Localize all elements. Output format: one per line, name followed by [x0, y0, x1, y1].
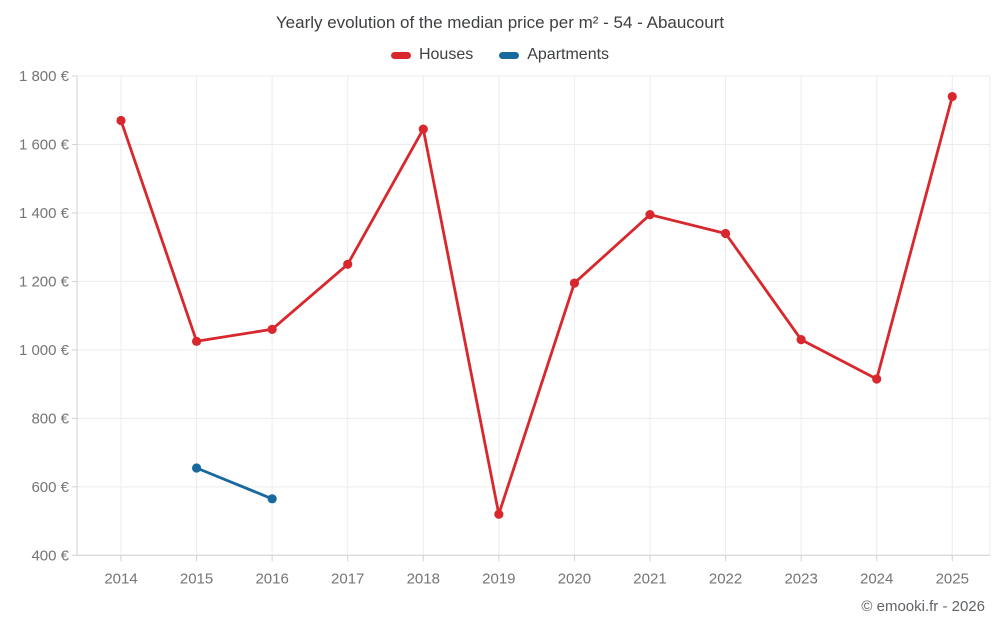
x-tick-label: 2021: [633, 570, 666, 587]
legend-item-houses[interactable]: Houses: [390, 46, 474, 64]
y-tick-label: 1 400 €: [19, 205, 70, 222]
data-point-houses-2023[interactable]: [796, 335, 806, 345]
x-tick-label: 2019: [482, 570, 515, 587]
y-tick-label: 600 €: [31, 479, 69, 496]
series-line-houses: [119, 95, 954, 516]
data-point-houses-2019[interactable]: [494, 509, 504, 519]
y-tick-label: 1 200 €: [19, 273, 70, 290]
apartments-swatch-icon: [499, 51, 520, 59]
data-point-houses-2017[interactable]: [343, 259, 353, 269]
x-tick-label: 2023: [784, 570, 817, 587]
data-point-houses-2021[interactable]: [645, 210, 655, 220]
data-point-houses-2016[interactable]: [267, 324, 277, 334]
chart-title: Yearly evolution of the median price per…: [275, 13, 725, 32]
data-point-houses-2024[interactable]: [872, 374, 882, 384]
x-tick-label: 2022: [709, 570, 742, 587]
data-point-houses-2022[interactable]: [720, 228, 731, 239]
data-point-apartments-2016[interactable]: [267, 494, 277, 504]
y-tick-label: 1 600 €: [19, 136, 70, 153]
legend-label-houses: Houses: [418, 46, 474, 63]
footer-credit: © emooki.fr - 2026: [861, 598, 985, 615]
x-tick-label: 2015: [180, 570, 213, 587]
chart-legend: Houses Apartments: [0, 46, 1000, 64]
data-point-houses-2018[interactable]: [418, 124, 428, 134]
y-tick-label: 400 €: [31, 547, 69, 564]
x-tick-label: 2020: [558, 570, 591, 587]
y-tick-label: 800 €: [31, 410, 69, 427]
x-tick-label: 2017: [331, 570, 364, 587]
x-tick-label: 2024: [860, 570, 893, 587]
x-tick-label: 2014: [104, 570, 137, 587]
y-tick-label: 1 000 €: [19, 342, 70, 359]
y-tick-label: 1 800 €: [19, 68, 70, 85]
data-point-houses-2014[interactable]: [116, 115, 126, 126]
legend-item-apartments[interactable]: Apartments: [499, 46, 609, 64]
series-line-apartments: [195, 466, 274, 501]
data-point-houses-2025[interactable]: [947, 91, 957, 102]
x-tick-label: 2018: [407, 570, 440, 587]
legend-label-apartments: Apartments: [527, 46, 610, 63]
data-point-houses-2020[interactable]: [569, 278, 580, 288]
x-tick-label: 2025: [936, 570, 969, 587]
x-tick-label: 2016: [255, 570, 288, 587]
houses-swatch-icon: [390, 51, 411, 59]
data-point-houses-2015[interactable]: [191, 336, 202, 346]
data-point-apartments-2015[interactable]: [191, 463, 202, 473]
